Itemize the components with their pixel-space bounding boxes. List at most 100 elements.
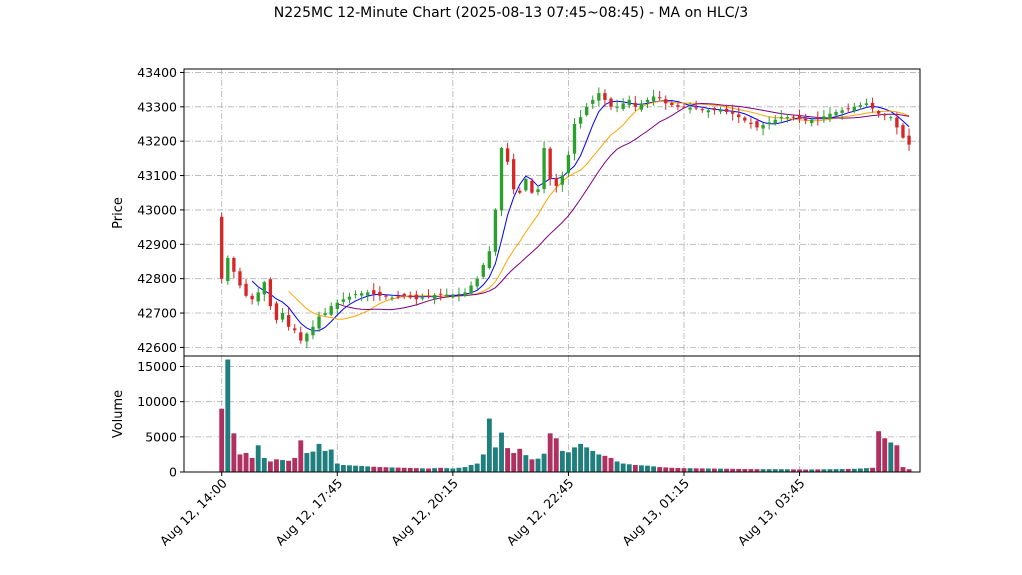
volume-y-tick-label: 5000 (145, 429, 177, 444)
volume-bar (298, 440, 304, 472)
volume-bar (596, 454, 602, 472)
volume-bar (474, 463, 480, 472)
volume-bar (711, 468, 717, 472)
price-grid (184, 69, 920, 356)
candle-body (852, 106, 856, 112)
volume-bar (839, 469, 845, 472)
volume-bar (815, 469, 821, 472)
volume-bar (821, 469, 827, 472)
candle-body (493, 209, 498, 252)
volume-bar (438, 467, 444, 472)
volume-bar (833, 469, 839, 472)
volume-bar (541, 453, 547, 472)
price-y-tick-label: 43100 (137, 168, 177, 183)
volume-bar (809, 469, 815, 472)
volume-bar (255, 445, 261, 472)
candle-body (761, 124, 765, 129)
candle-body (439, 293, 443, 295)
candle-body (694, 107, 698, 109)
candle-body (536, 189, 540, 193)
volume-bar (274, 459, 279, 472)
volume-bar (778, 469, 784, 472)
price-y-tick-label: 43400 (137, 65, 177, 80)
volume-bar (517, 448, 523, 472)
candle-body (834, 111, 838, 116)
price-y-tick-label: 42900 (137, 237, 177, 252)
volume-bar (499, 432, 504, 472)
candle-body (566, 154, 571, 174)
volume-bar (365, 466, 371, 472)
candle-body (803, 118, 808, 121)
volume-bar (535, 458, 541, 472)
candle-body (372, 290, 376, 295)
candle-body (250, 295, 254, 300)
volume-bar (584, 447, 590, 472)
price-y-tick-label: 43200 (137, 134, 177, 149)
volume-bar (718, 468, 723, 472)
candle-body (414, 294, 419, 300)
candle-body (767, 122, 771, 125)
candle-body (481, 264, 485, 277)
candle-body (706, 110, 710, 113)
candle-body (627, 99, 631, 106)
volume-bar (334, 463, 340, 472)
volume-bar (347, 465, 352, 472)
volume-bar (626, 464, 632, 472)
candle-body (743, 117, 747, 121)
x-tick-label: Aug 12, 17:45 (272, 476, 345, 549)
volume-bar (870, 467, 875, 472)
candle-body (238, 271, 242, 286)
candle-body (858, 105, 863, 107)
candle-body (828, 113, 832, 119)
candle-body (475, 278, 479, 287)
price-y-tick-label: 42600 (137, 340, 177, 355)
candle-body (560, 175, 565, 185)
price-y-tick-label: 43000 (137, 202, 177, 217)
volume-bar (407, 467, 413, 472)
candle-body (603, 93, 607, 100)
candle-body (402, 293, 406, 296)
volume-y-tick-label: 10000 (137, 394, 177, 409)
volume-bar (565, 452, 571, 472)
volume-bar (420, 468, 425, 472)
volume-bar (736, 468, 742, 472)
volume-bar (426, 468, 431, 472)
candle-body (518, 190, 522, 193)
x-tick-label: Aug 12, 22:45 (504, 476, 577, 549)
volume-bar (286, 460, 292, 472)
volume-bar (462, 467, 468, 472)
candle-body (633, 102, 638, 107)
volume-bar (675, 467, 681, 472)
candle-body (840, 110, 844, 113)
price-y-ticks: 42600 42700 42800 42900 43000 43100 43200 43300… (137, 65, 184, 355)
volume-bar (882, 438, 888, 472)
volume-bar (608, 457, 614, 472)
volume-bar (401, 467, 407, 472)
price-candles (220, 87, 911, 349)
volume-axis-label: Volume (111, 390, 126, 438)
volume-bar (316, 443, 322, 472)
candle-body (779, 117, 783, 119)
volume-bar (480, 454, 486, 472)
candle-body (293, 328, 297, 331)
candle-body (499, 148, 504, 211)
candle-body (341, 299, 346, 302)
volume-bar (705, 468, 711, 472)
candle-body (724, 108, 729, 112)
candle-body (311, 326, 315, 336)
candle-body (907, 135, 911, 145)
volume-bar (894, 445, 900, 472)
candle-body (256, 292, 260, 302)
volume-bar (231, 433, 237, 472)
volume-bar (492, 447, 498, 472)
price-y-tick-label: 42700 (137, 306, 177, 321)
volume-bar (456, 467, 462, 472)
volume-bar (450, 468, 456, 472)
x-tick-label: Aug 12, 20:15 (388, 476, 461, 549)
candle-body (870, 102, 875, 109)
volume-bar (371, 466, 377, 472)
candle-body (572, 123, 577, 154)
candle-body (274, 303, 279, 320)
volume-bar (559, 450, 565, 472)
candle-body (621, 103, 625, 109)
